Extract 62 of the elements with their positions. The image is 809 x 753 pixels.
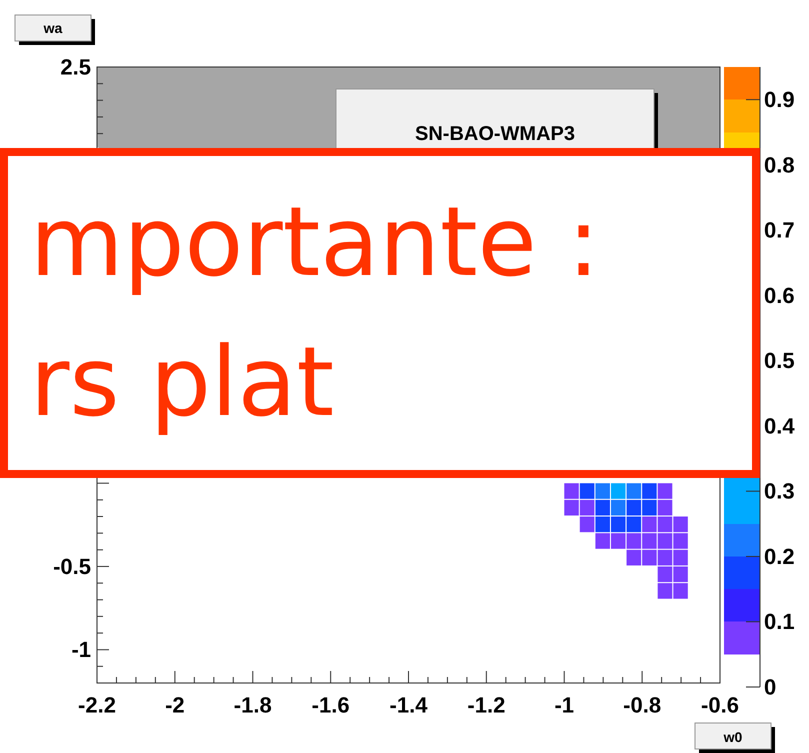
point [658,500,672,516]
point [626,516,642,532]
point [564,500,579,516]
x-tick-label: -1.2 [467,692,506,718]
point [564,483,579,499]
point [610,483,626,499]
point [626,500,642,516]
x-axis-title: w0 [722,729,743,745]
point [610,533,626,549]
color-bar-label: 0.7 [764,218,795,243]
color-bar-label: 0.5 [764,348,795,374]
point [658,533,672,549]
y-tick-label: 2.5 [60,54,91,80]
annotation: SN-BAO-WMAP3 [415,123,575,145]
point [610,516,626,532]
x-tick-label: -1 [554,692,574,718]
point [626,550,642,566]
point [595,483,610,499]
point [595,533,610,549]
point [673,566,688,582]
color-bar-label: 0.6 [764,282,795,308]
x-tick-label: -1.6 [312,692,350,718]
color-bar-label: 0 [764,674,776,700]
point [658,483,672,499]
point [673,533,688,549]
point [658,566,672,582]
point [610,500,626,516]
point [626,483,642,499]
point [658,583,672,599]
color-bar-label: 0.2 [764,544,795,569]
annotation: mportante : [30,186,600,298]
color-bar-label: 0.9 [764,87,795,112]
point [626,533,642,549]
point [595,500,610,516]
y-axis-title: wa [42,20,63,36]
point [595,516,610,532]
point [642,516,657,532]
x-tick-label: -1.8 [234,692,272,718]
x-tick-label: -2.2 [78,692,116,718]
point [673,516,688,532]
point [658,516,672,532]
x-tick-label: -0.8 [623,692,662,718]
color-bar-label: 0.8 [764,152,795,178]
color-bar-label: 0.1 [764,609,795,634]
point [673,583,688,599]
point [673,550,688,566]
x-tick-label: -1.4 [390,692,428,718]
y-tick-label: -1 [71,637,91,662]
point [642,483,657,499]
point [580,516,594,532]
color-bar-label: 0.3 [764,478,795,504]
point [642,550,657,566]
point [658,550,672,566]
x-tick-label: -2 [165,692,185,718]
point [642,500,657,516]
point [642,533,657,549]
point [580,500,594,516]
y-tick-label: -0.5 [53,554,91,579]
point [580,483,594,499]
annotation: rs plat [30,326,334,438]
color-bar-label: 0.4 [764,413,796,438]
x-tick-label: -0.6 [701,692,739,718]
